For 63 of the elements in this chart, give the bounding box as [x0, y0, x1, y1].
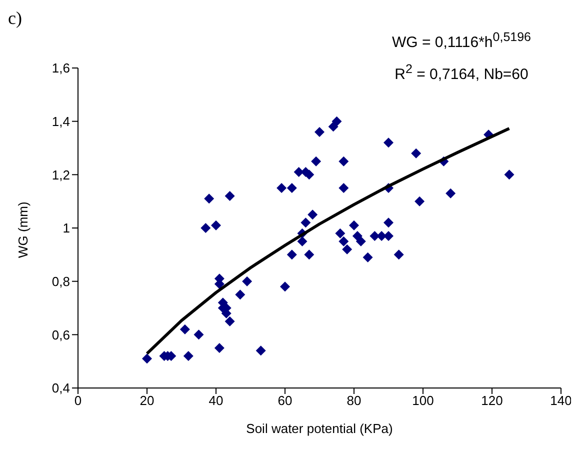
- y-tick-label: 0,4: [52, 380, 70, 396]
- point: [411, 148, 422, 158]
- point: [338, 183, 349, 193]
- x-tick-label: 140: [550, 393, 572, 408]
- y-tick-label: 1,6: [52, 60, 70, 76]
- x-tick-label: 40: [208, 393, 224, 408]
- point: [286, 183, 297, 193]
- point: [338, 236, 349, 246]
- point: [414, 196, 425, 206]
- point: [200, 223, 211, 233]
- point: [349, 220, 359, 230]
- point: [142, 354, 152, 364]
- point: [332, 116, 342, 126]
- x-tick-label: 0: [74, 393, 82, 408]
- x-tick-label: 120: [481, 393, 503, 408]
- point: [204, 194, 214, 204]
- point: [224, 316, 235, 326]
- x-tick-label: 80: [346, 393, 362, 408]
- point: [335, 228, 346, 238]
- y-tick-label: 1,2: [52, 167, 70, 182]
- point: [211, 220, 221, 230]
- point: [384, 138, 394, 148]
- point: [356, 236, 366, 246]
- text: WG = 0,1116*h$^{0,5196}$: [392, 29, 531, 53]
- point: [280, 282, 290, 292]
- point: [183, 351, 194, 361]
- y-tick-label: 0,8: [52, 274, 70, 289]
- point: [286, 250, 297, 260]
- point: [214, 343, 224, 353]
- point: [314, 127, 324, 137]
- point: [294, 167, 304, 177]
- point: [338, 156, 349, 166]
- point: [446, 188, 456, 198]
- point: [352, 231, 362, 241]
- point: [194, 330, 204, 340]
- y-tick-label: 0,6: [52, 327, 70, 342]
- point: [384, 218, 394, 228]
- point: [224, 191, 235, 201]
- point: [308, 210, 318, 220]
- point: [297, 236, 308, 246]
- point: [235, 290, 246, 300]
- point: [304, 250, 314, 260]
- point: [362, 252, 373, 262]
- text: c): [8, 8, 22, 29]
- point: [242, 276, 252, 286]
- point: [276, 183, 287, 193]
- point: [370, 231, 380, 241]
- x-tick-label: 20: [140, 393, 154, 408]
- point: [342, 244, 352, 254]
- y-tick-label: 1,4: [52, 114, 70, 129]
- point: [300, 218, 311, 228]
- point: [394, 250, 404, 260]
- point: [504, 170, 514, 180]
- annotation: R$^{2}$ = 0,7164, Nb=60: [394, 61, 530, 85]
- point: [180, 324, 190, 334]
- y-tick-label: 1: [62, 220, 70, 236]
- x-tick-label: 60: [278, 393, 292, 408]
- y-axis-title: WG (mm): [16, 202, 31, 258]
- x-axis-title: Soil water potential (KPa): [246, 421, 393, 436]
- point: [384, 231, 394, 241]
- point: [311, 156, 322, 166]
- point: [256, 346, 266, 356]
- x-tick-label: 100: [412, 393, 434, 408]
